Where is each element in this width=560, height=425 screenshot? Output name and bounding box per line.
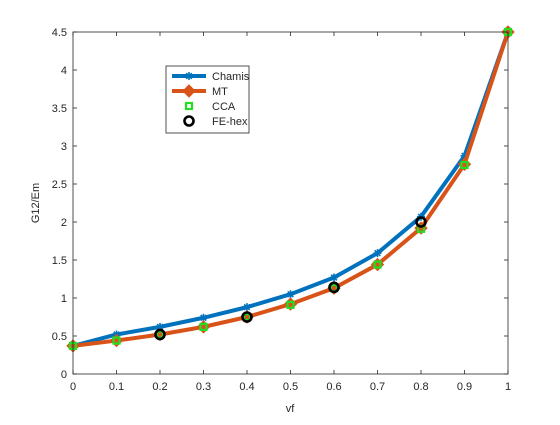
data-point-cca [242,312,252,322]
x-tick-label: 0 [70,381,76,393]
y-tick-label: 0 [61,369,67,381]
x-tick-label: 0.4 [239,381,254,393]
x-tick-label: 0.9 [457,381,472,393]
data-point-cca [155,330,165,339]
x-tick-label: 0.5 [283,381,298,393]
x-tick-label: 1 [505,381,511,393]
data-point-fe-hex [154,328,166,341]
data-point-chamis [243,303,251,312]
y-tick-label: 1.5 [52,255,67,267]
y-axis-label: G12/Em [30,183,42,223]
x-tick-label: 0.7 [370,381,385,393]
data-point-cca [373,260,382,269]
legend-marker-fe-hex [183,115,195,127]
y-tick-label: 0.5 [52,331,67,343]
legend-entry-mt: MT [172,84,228,98]
legend-marker-cca [184,101,194,111]
data-point-fe-hex [328,281,340,294]
y-tick-label: 1 [61,293,67,305]
x-tick-label: 0.8 [413,381,428,393]
data-point-cca [112,336,121,345]
y-tick-label: 4.5 [52,27,67,39]
legend-label-cca: CCA [212,101,236,113]
series-layer [66,25,515,353]
legend-label-fe-hex: FE-hex [212,116,248,128]
legend-marker-mt [182,84,196,98]
legend-label-mt: MT [212,86,228,98]
data-point-fe-hex [415,216,427,228]
axes-layer: 0 0.1 0.2 0.3 0.4 0.5 0.6 0.7 0.8 0.9 1 0 0.5 1 1.5 2 2.… [52,27,511,393]
data-point-fe-hex [241,311,253,323]
y-tick-label: 3.5 [52,103,67,115]
y-tick-label: 2.5 [52,179,67,191]
x-tick-label: 0.3 [196,381,211,393]
data-point-cca [286,300,295,309]
series-fe-hex [154,216,427,341]
y-tick-label: 2 [61,217,67,229]
data-point-cca [460,160,469,170]
plot-area [73,32,508,374]
x-tick-label: 0.6 [326,381,341,393]
y-tick-label: 3 [61,141,67,153]
data-point-cca [199,322,208,331]
legend-label-chamis: Chamis [212,71,250,83]
x-axis-label: vf [286,403,296,415]
x-tick-label: 0.2 [152,381,167,393]
legend-entry-cca: CCA [184,101,236,113]
legend-entry-chamis: Chamis [172,71,250,83]
data-point-chamis [330,273,338,282]
y-tick-label: 4 [61,65,67,77]
x-tick-label: 0.1 [109,381,124,393]
data-point-chamis [286,290,295,299]
legend-marker-chamis [185,72,193,80]
data-point-chamis [156,322,164,331]
legend-entry-fe-hex: FE-hex [183,115,248,128]
data-point-chamis [373,249,382,258]
legend: Chamis MT CCA FE-hex [165,65,250,134]
